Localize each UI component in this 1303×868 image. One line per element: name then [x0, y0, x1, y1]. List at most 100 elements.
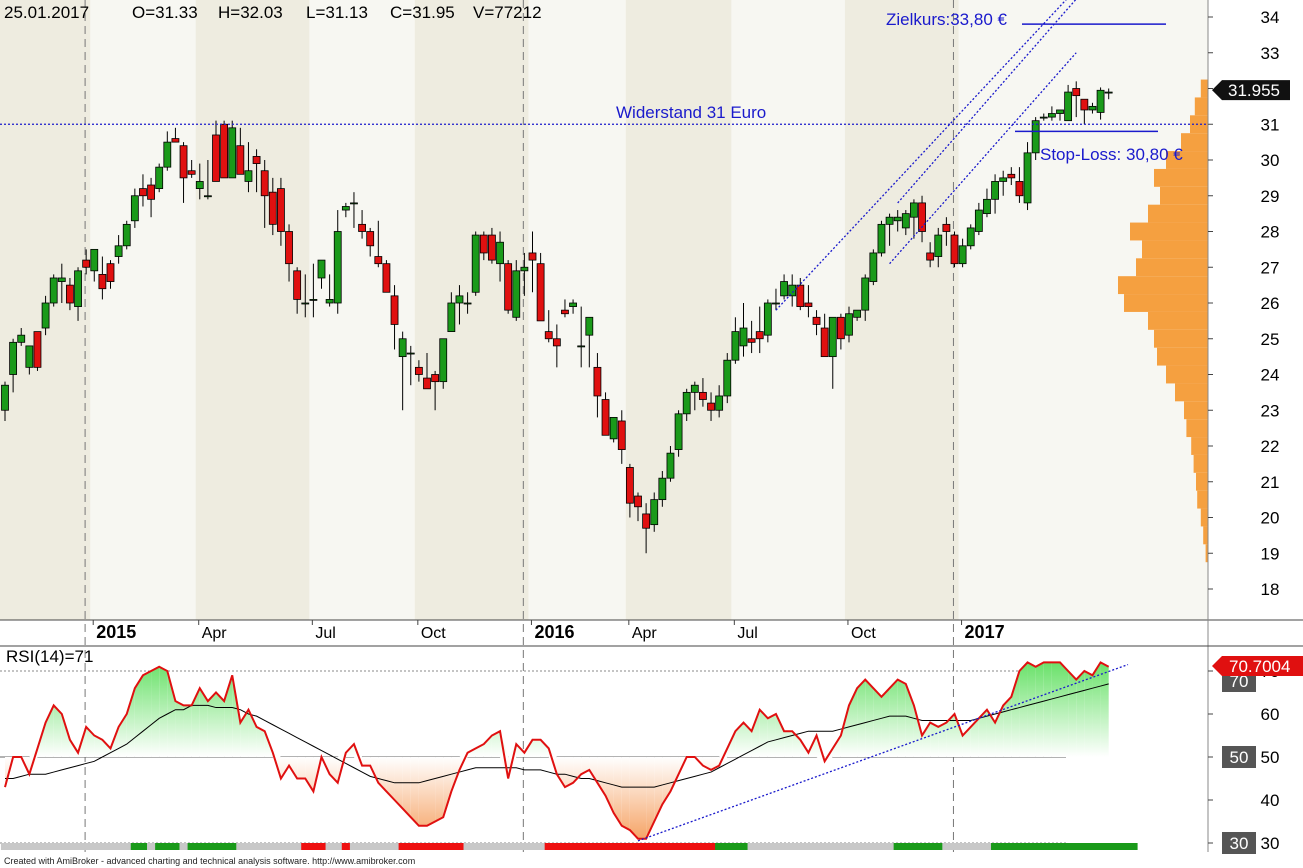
rsi-fill-up: [337, 752, 346, 757]
volume-profile-bar: [1157, 347, 1208, 366]
rsi-fill-up: [873, 688, 882, 757]
rsi-level-badge: [1222, 746, 1256, 768]
candle-body: [593, 366, 602, 397]
rsi-fill-up: [248, 709, 257, 757]
rsi-fill-up: [1084, 671, 1093, 757]
signal-ribbon-cell: [1072, 843, 1081, 850]
candle-body: [471, 234, 480, 293]
rsi-fill-down: [662, 757, 671, 805]
rsi-level-badge-label: 50: [1230, 748, 1249, 767]
candle-body: [1015, 181, 1024, 197]
rsi-fill-up: [1100, 662, 1109, 757]
candle-body: [877, 223, 886, 254]
rsi-fill-up: [532, 739, 541, 757]
signal-ribbon-cell: [1015, 843, 1024, 850]
signal-ribbon-cell: [155, 843, 164, 850]
rsi-fill-up: [913, 705, 923, 757]
signal-ribbon-cell: [577, 843, 586, 850]
rsi-tick-label: 60: [1261, 705, 1280, 724]
candle-body: [690, 384, 699, 393]
rsi-value-badge: [1212, 655, 1303, 676]
candle-body: [1072, 88, 1081, 97]
volume-profile-bar: [1154, 168, 1208, 187]
candle-body: [958, 245, 967, 265]
rsi-fill-up: [849, 688, 858, 757]
signal-ribbon-cell: [658, 843, 667, 850]
candle-body: [285, 231, 293, 265]
rsi-fill-up: [475, 744, 484, 757]
rsi-tick-label: 50: [1261, 748, 1280, 767]
signal-ribbon-cell: [788, 843, 797, 850]
candle-body: [731, 331, 740, 361]
candle-body: [763, 302, 772, 336]
rsi-fill-up: [946, 714, 955, 757]
rsi-tick-label: 40: [1261, 791, 1280, 810]
signal-ribbon-cell: [1031, 843, 1041, 850]
candle-body: [561, 309, 569, 315]
rsi-fill-up: [954, 714, 963, 757]
time-tick-label: 2016: [534, 622, 574, 642]
month-band: [195, 0, 310, 620]
rsi-title: RSI(14)=71: [6, 647, 93, 666]
signal-ribbon-cell: [171, 843, 180, 850]
signal-ribbon-cell: [463, 843, 473, 850]
signal-ribbon-cell: [1055, 843, 1065, 850]
candle-body: [406, 352, 415, 355]
signal-ribbon-cell: [195, 843, 205, 850]
candle-body: [293, 270, 302, 300]
candle-body: [1039, 116, 1048, 119]
signal-ribbon-cell: [569, 843, 578, 850]
rsi-fill-up: [1019, 662, 1028, 757]
candle-body: [836, 316, 845, 340]
rsi-line: [4, 661, 1110, 840]
candle-body: [617, 420, 626, 450]
candle-body: [820, 327, 829, 358]
candle-body: [41, 302, 50, 329]
candle-body: [1056, 109, 1064, 114]
rsi-fill-up: [775, 714, 785, 757]
rsi-fill-up: [1076, 671, 1085, 757]
candle-body: [106, 263, 115, 282]
candle-body: [309, 299, 318, 301]
rsi-fill-down: [556, 757, 565, 788]
candle-body: [528, 252, 537, 261]
rsi-fill-up: [167, 671, 176, 757]
signal-ribbon-cell: [187, 843, 197, 850]
rsi-fill-up: [94, 735, 103, 757]
signal-ribbon-cell: [942, 843, 951, 850]
signal-ribbon-cell: [601, 843, 611, 850]
candle-body: [187, 170, 196, 175]
signal-ribbon-cell: [25, 843, 34, 850]
signal-ribbon-cell: [706, 843, 716, 850]
rsi-fill-down: [629, 757, 638, 839]
rsi-fill-up: [142, 671, 152, 757]
signal-ribbon-cell: [796, 843, 805, 850]
candle-body: [950, 234, 959, 265]
signal-ribbon-cell: [633, 843, 643, 850]
target-label: Zielkurs:33,80 €: [886, 10, 1007, 29]
rsi-fill-down: [29, 757, 38, 775]
time-tick-label: Oct: [421, 625, 446, 642]
signal-ribbon-cell: [244, 843, 254, 850]
candle-body: [374, 256, 383, 265]
volume-profile-bar: [1186, 419, 1208, 438]
candle-body: [139, 188, 147, 197]
candle-body: [1064, 91, 1073, 122]
rsi-fill-up: [1027, 662, 1036, 757]
candle-body: [1007, 173, 1016, 179]
rsi-fill-up: [1060, 662, 1069, 757]
volume-profile-bar: [1175, 383, 1208, 402]
candle-body: [650, 499, 659, 526]
candle-body: [861, 277, 870, 311]
candle-body: [49, 277, 58, 304]
candle-body: [747, 338, 756, 343]
candle-body: [699, 391, 707, 400]
signal-ribbon-cell: [1120, 843, 1130, 850]
signal-ribbon-cell: [439, 843, 448, 850]
candle-body: [812, 316, 821, 325]
rsi-panel: 304050607070503070.7004: [0, 655, 1303, 854]
candle-body: [569, 302, 577, 307]
signal-ribbon-cell: [471, 843, 481, 850]
volume-profile-bar: [1191, 437, 1208, 455]
time-tick-label: Apr: [202, 625, 228, 642]
